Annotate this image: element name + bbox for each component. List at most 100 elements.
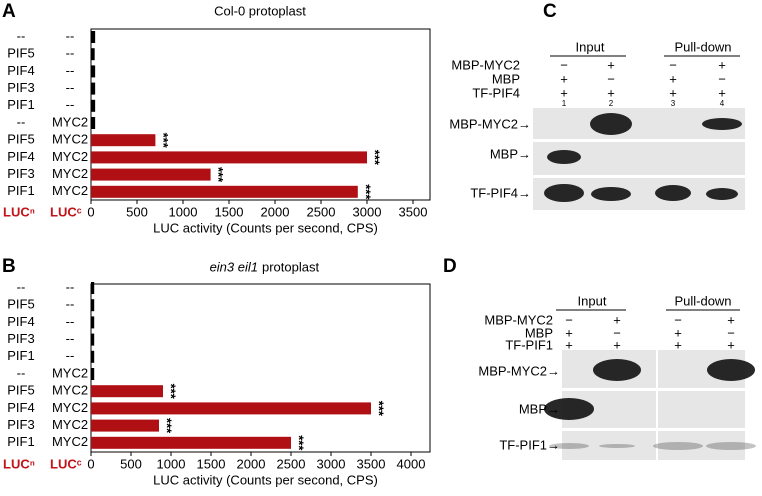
row-label: PIF5 — [7, 383, 34, 398]
plot-frame — [90, 28, 431, 201]
x-tick-label: 0 — [87, 456, 94, 471]
band-label: TF-PIF4→ — [470, 185, 531, 200]
panel-label: B — [2, 256, 16, 277]
band — [590, 113, 632, 135]
sign: − — [607, 71, 615, 86]
row-label: PIF3 — [7, 417, 34, 432]
group-label: Pull-down — [674, 39, 731, 54]
band-label: TF-PIF1→ — [499, 437, 560, 452]
significance: *** — [368, 150, 383, 166]
row-label: PIF4 — [7, 400, 34, 415]
sign: + — [560, 85, 568, 100]
row-label: -- — [17, 28, 26, 43]
row-label: MYC2 — [52, 149, 88, 164]
row-label: -- — [66, 63, 75, 78]
bar — [91, 282, 95, 294]
bar — [91, 436, 291, 449]
sign: + — [669, 85, 677, 100]
band — [549, 443, 589, 449]
row-label: -- — [66, 28, 75, 43]
row-label: -- — [17, 279, 26, 294]
x-tick-label: 4000 — [397, 456, 426, 471]
bar — [91, 185, 358, 198]
significance: *** — [160, 418, 175, 434]
sign: + — [560, 71, 568, 86]
column-header: LUCⁿ — [3, 204, 35, 219]
band — [547, 150, 581, 164]
x-tick-label: 3500 — [357, 456, 386, 471]
row-label: PIF4 — [7, 63, 34, 78]
sign: + — [613, 337, 621, 352]
row-label: -- — [66, 314, 75, 329]
row-label: MYC2 — [52, 383, 88, 398]
band — [653, 442, 703, 450]
bar — [91, 134, 156, 147]
sign: + — [565, 337, 573, 352]
row-label: MYC2 — [52, 183, 88, 198]
chart-title: Col-0 protoplast — [214, 3, 306, 18]
sign: + — [727, 312, 735, 327]
sign: − — [669, 57, 677, 72]
bar — [91, 402, 371, 415]
significance: *** — [292, 435, 307, 451]
bar — [91, 82, 96, 95]
row-label: MYC2 — [52, 434, 88, 449]
band — [544, 184, 584, 202]
chart-title: ein3 eil1 — [210, 259, 258, 274]
band-label: MBP-MYC2→ — [478, 363, 560, 378]
condition-label: MBP-MYC2 — [451, 57, 520, 72]
condition-label: TF-PIF1 — [505, 337, 553, 352]
bar — [91, 385, 163, 398]
row-label: MYC2 — [52, 400, 88, 415]
sign: − — [674, 312, 682, 327]
bar — [91, 151, 367, 164]
lane-number: 2 — [609, 99, 614, 108]
x-tick-label: 3000 — [353, 204, 382, 219]
condition-label: MBP — [492, 71, 520, 86]
band — [544, 398, 594, 420]
row-label: PIF4 — [7, 149, 34, 164]
row-label: PIF5 — [7, 132, 34, 147]
x-tick-label: 2500 — [277, 456, 306, 471]
x-tick-label: 2500 — [307, 204, 336, 219]
x-tick-label: 0 — [87, 204, 94, 219]
band-label: MBP-MYC2→ — [449, 116, 531, 131]
x-tick-label: 1500 — [215, 204, 244, 219]
x-tick-label: 2000 — [261, 204, 290, 219]
condition-label: MBP — [525, 325, 553, 340]
row-label: PIF3 — [7, 166, 34, 181]
row-label: MYC2 — [52, 166, 88, 181]
row-label: -- — [66, 297, 75, 312]
row-label: PIF3 — [7, 331, 34, 346]
condition-label: MBP-MYC2 — [484, 312, 553, 327]
bar — [91, 368, 95, 380]
row-label: MYC2 — [52, 114, 88, 129]
row-label: -- — [17, 365, 26, 380]
sign: + — [607, 57, 615, 72]
sign: + — [718, 57, 726, 72]
group-label: Input — [578, 293, 607, 308]
sign: + — [674, 325, 682, 340]
x-tick-label: 1000 — [169, 204, 198, 219]
bar — [91, 333, 95, 346]
sign: + — [727, 337, 735, 352]
bar — [91, 350, 95, 363]
band — [707, 359, 755, 381]
bar — [91, 65, 96, 78]
sign: − — [565, 312, 573, 327]
x-tick-label: 2000 — [237, 456, 266, 471]
chart-title: protoplast — [262, 259, 319, 274]
bar — [91, 168, 211, 181]
row-label: MYC2 — [52, 132, 88, 147]
band — [706, 188, 738, 200]
band — [706, 442, 756, 450]
x-tick-label: 1000 — [157, 456, 186, 471]
blot-strip — [562, 431, 745, 460]
row-label: -- — [66, 97, 75, 112]
bar — [91, 99, 96, 112]
row-label: MYC2 — [52, 365, 88, 380]
x-tick-label: 3000 — [317, 456, 346, 471]
significance: *** — [164, 384, 179, 400]
row-label: PIF3 — [7, 80, 34, 95]
band-label: MBP→ — [519, 401, 560, 416]
